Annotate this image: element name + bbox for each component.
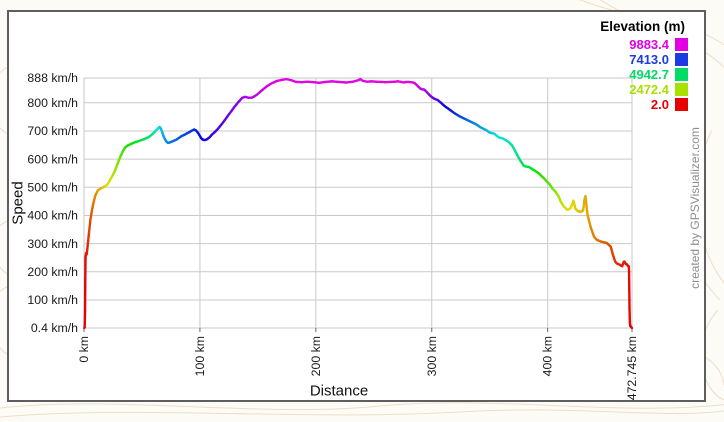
legend-swatch xyxy=(675,38,688,51)
svg-text:200 km: 200 km xyxy=(309,336,323,376)
svg-text:0.4 km/h: 0.4 km/h xyxy=(31,321,78,335)
svg-text:800 km/h: 800 km/h xyxy=(27,96,78,110)
legend-item: 2.0 xyxy=(600,97,688,112)
svg-text:700 km/h: 700 km/h xyxy=(27,124,78,138)
svg-text:200 km/h: 200 km/h xyxy=(27,265,78,279)
legend-swatch xyxy=(675,68,688,81)
svg-text:888 km/h: 888 km/h xyxy=(27,71,78,85)
legend-value: 4942.7 xyxy=(629,67,669,82)
legend-value: 2.0 xyxy=(650,97,669,112)
svg-text:472.745 km: 472.745 km xyxy=(625,336,639,400)
svg-text:300 km/h: 300 km/h xyxy=(27,237,78,251)
svg-text:100 km: 100 km xyxy=(193,336,207,376)
svg-text:400 km/h: 400 km/h xyxy=(27,209,78,223)
speed-vs-distance-chart: 0 km 100 km 200 km 300 km 400 km 472.745 km 0.… xyxy=(7,10,706,402)
credit-text: created by GPSVisualizer.com xyxy=(688,127,702,289)
svg-text:300 km: 300 km xyxy=(425,336,439,376)
legend-value: 7413.0 xyxy=(629,52,669,67)
legend-swatch xyxy=(675,53,688,66)
legend-item: 7413.0 xyxy=(600,52,688,67)
plot-area: 0 km 100 km 200 km 300 km 400 km 472.745 km 0.… xyxy=(27,71,639,400)
legend-value: 9883.4 xyxy=(629,37,669,52)
svg-text:400 km: 400 km xyxy=(541,336,555,376)
legend-item: 9883.4 xyxy=(600,37,688,52)
svg-text:500 km/h: 500 km/h xyxy=(27,180,78,194)
legend: Elevation (m) 9883.4 7413.0 4942.7 2472.… xyxy=(600,19,688,112)
legend-title: Elevation (m) xyxy=(600,19,685,34)
svg-text:600 km/h: 600 km/h xyxy=(27,152,78,166)
legend-item: 4942.7 xyxy=(600,67,688,82)
svg-text:0 km: 0 km xyxy=(77,336,91,363)
y-axis-title: Speed xyxy=(9,181,27,225)
legend-swatch xyxy=(675,83,688,96)
svg-text:100 km/h: 100 km/h xyxy=(27,293,78,307)
x-axis-title: Distance xyxy=(309,382,369,400)
legend-item: 2472.4 xyxy=(600,82,688,97)
legend-swatch xyxy=(675,98,688,111)
legend-value: 2472.4 xyxy=(629,82,669,97)
